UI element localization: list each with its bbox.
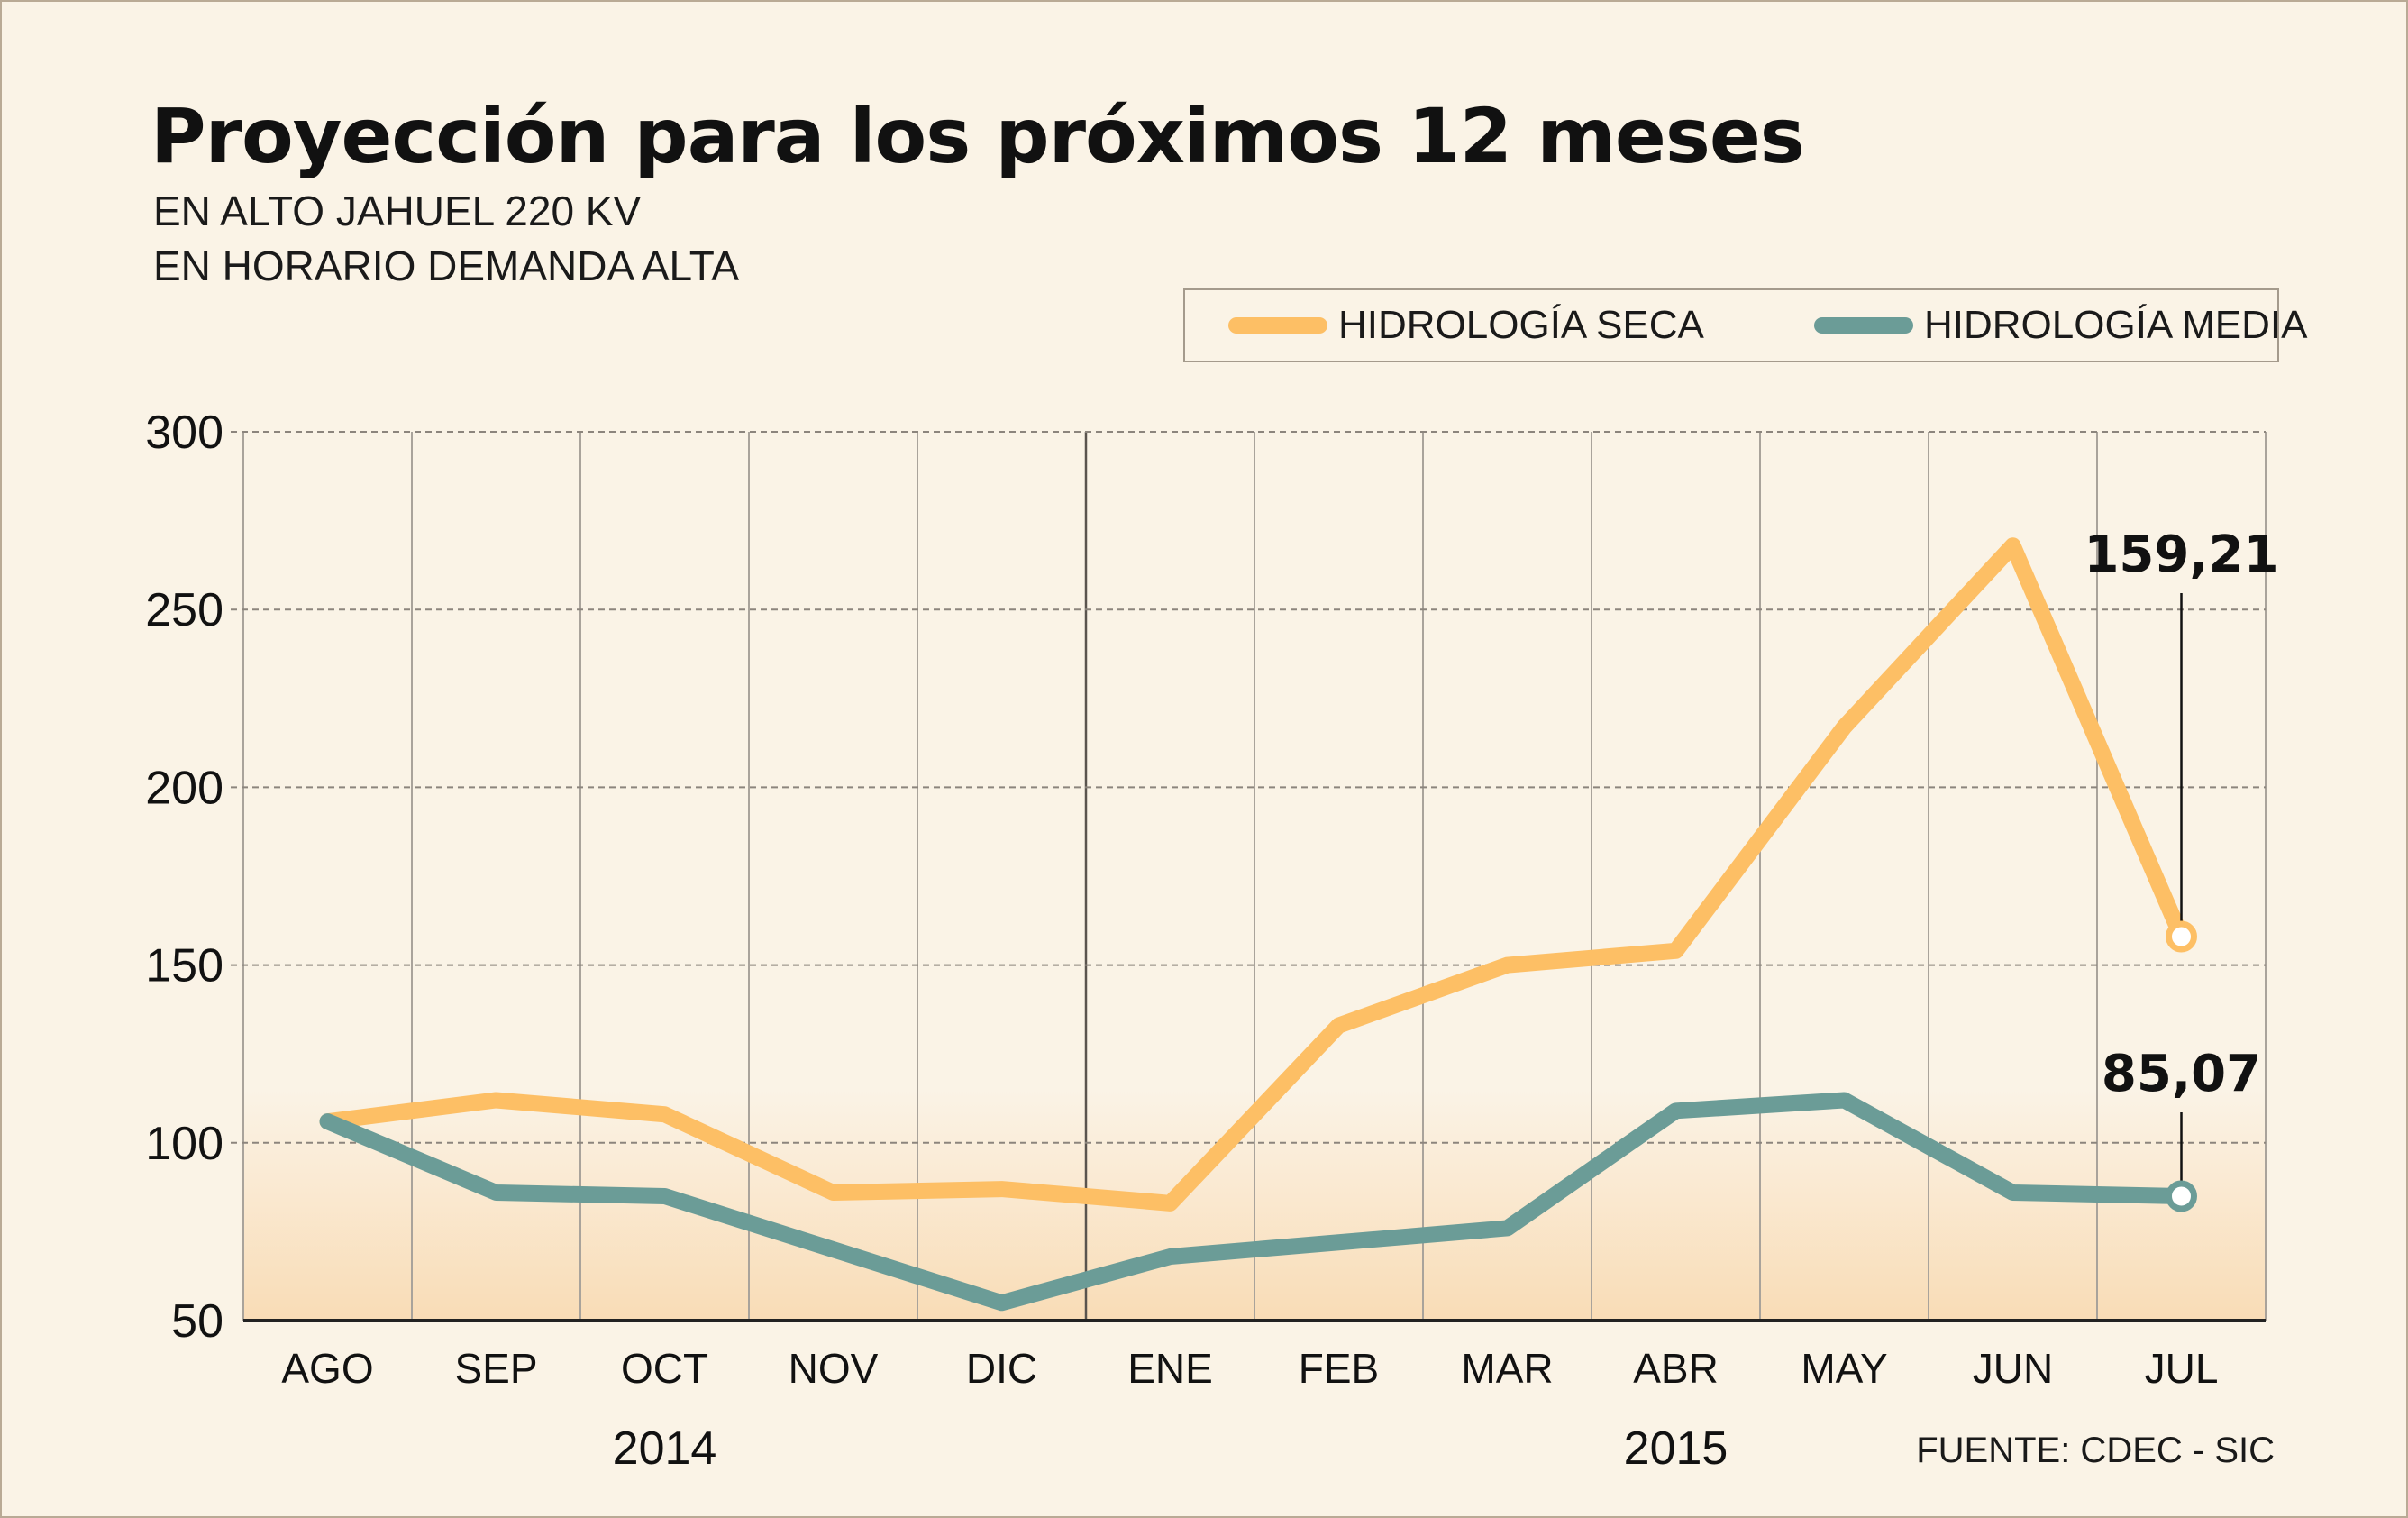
x-tick-label: JUN bbox=[1973, 1345, 2053, 1392]
y-tick-label: 150 bbox=[145, 940, 223, 992]
chart-subtitle-line-2: EN HORARIO DEMANDA ALTA bbox=[153, 242, 740, 289]
y-tick-label: 100 bbox=[145, 1118, 223, 1170]
end-point-marker bbox=[2166, 1180, 2197, 1212]
legend-swatch-hidrologia-seca bbox=[1228, 317, 1327, 334]
legend-label-hidrologia-media: HIDROLOGÍA MEDIA bbox=[1924, 303, 2308, 347]
end-value-label: 85,07 bbox=[2102, 1045, 2261, 1103]
x-tick-label: JUL bbox=[2145, 1345, 2219, 1392]
x-tick-label: NOV bbox=[789, 1345, 879, 1392]
x-tick-label: SEP bbox=[454, 1345, 537, 1392]
x-tick-label: ABR bbox=[1633, 1345, 1719, 1392]
x-tick-label: OCT bbox=[621, 1345, 708, 1392]
y-tick-label: 300 bbox=[145, 407, 223, 459]
legend-item-hidrologia-media: HIDROLOGÍA MEDIA bbox=[1814, 290, 2307, 361]
y-tick-label: 50 bbox=[171, 1295, 223, 1348]
x-tick-label: MAY bbox=[1801, 1345, 1887, 1392]
year-label: 2014 bbox=[613, 1422, 717, 1475]
series-line-hidrologia-seca bbox=[319, 537, 2190, 1212]
x-tick-label: AGO bbox=[281, 1345, 373, 1392]
y-tick-label: 200 bbox=[145, 762, 223, 814]
x-tick-label: ENE bbox=[1127, 1345, 1213, 1392]
end-point-marker bbox=[2166, 920, 2197, 953]
chart-title: Proyección para los próximos 12 meses bbox=[150, 92, 1805, 180]
y-tick-label: 250 bbox=[145, 584, 223, 636]
end-value-label: 159,21 bbox=[2084, 526, 2278, 584]
series-line-hidrologia-media bbox=[319, 1092, 2190, 1312]
source-note: FUENTE: CDEC - SIC bbox=[1916, 1431, 2275, 1470]
legend-label-hidrologia-seca: HIDROLOGÍA SECA bbox=[1338, 303, 1704, 347]
chart-subtitle-line-1: EN ALTO JAHUEL 220 KV bbox=[153, 187, 642, 234]
x-tick-label: FEB bbox=[1299, 1345, 1379, 1392]
x-tick-label: MAR bbox=[1461, 1345, 1553, 1392]
x-tick-label: DIC bbox=[966, 1345, 1037, 1392]
legend-swatch-hidrologia-media bbox=[1814, 317, 1913, 334]
year-label: 2015 bbox=[1624, 1422, 1728, 1475]
chart-legend: HIDROLOGÍA SECA HIDROLOGÍA MEDIA bbox=[1183, 288, 2307, 362]
legend-item-hidrologia-seca: HIDROLOGÍA SECA bbox=[1228, 290, 1704, 361]
